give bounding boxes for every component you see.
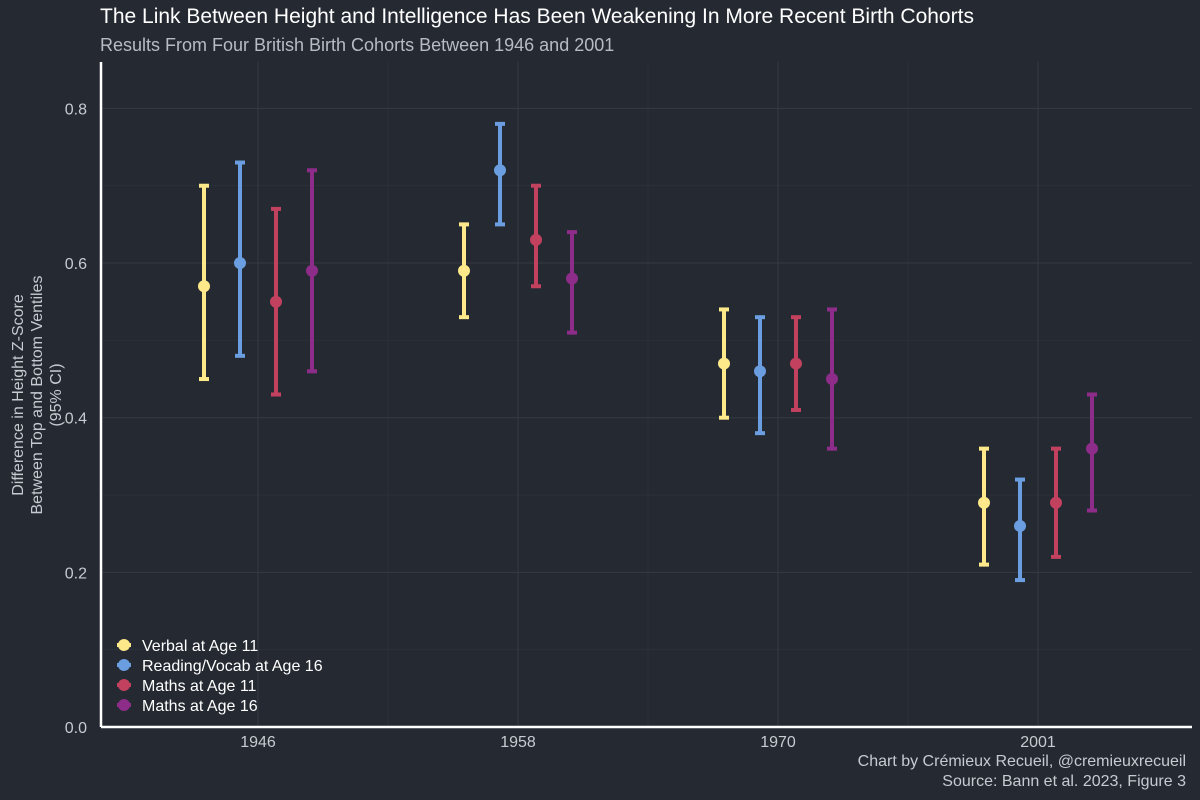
- legend-key-dot: [118, 679, 130, 691]
- data-point: [1050, 496, 1062, 509]
- y-tick-label: 0.2: [65, 565, 87, 582]
- y-tick-label: 0.0: [65, 720, 87, 737]
- x-tick-label: 2001: [1020, 734, 1056, 751]
- y-axis-title-line: (95% CI): [48, 363, 65, 426]
- series-reading-vocab-at-age-16: [234, 121, 1026, 583]
- x-tick-label: 1946: [240, 734, 276, 751]
- y-tick-label: 0.6: [65, 256, 87, 273]
- y-tick-label: 0.4: [65, 411, 87, 428]
- legend-label: Maths at Age 16: [142, 698, 258, 715]
- data-point: [270, 295, 282, 308]
- data-point: [458, 264, 470, 277]
- legend-key-dot: [118, 699, 130, 711]
- data-point: [826, 373, 838, 386]
- x-tick-label: 1958: [500, 734, 536, 751]
- chart-subtitle: Results From Four British Birth Cohorts …: [100, 35, 615, 55]
- data-point: [790, 357, 802, 370]
- data-point: [1014, 519, 1026, 532]
- y-tick-label: 0.8: [65, 101, 87, 118]
- y-axis-title-line: Difference in Height Z-Score: [10, 294, 27, 496]
- data-point: [306, 264, 318, 277]
- x-tick-label: 1970: [760, 734, 796, 751]
- data-point: [198, 280, 210, 293]
- data-point: [754, 365, 766, 378]
- caption-credit: Chart by Crémieux Recueil, @cremieuxrecu…: [857, 753, 1186, 770]
- data-point: [718, 357, 730, 370]
- axes: 0.0 0.2 0.4 0.6 0.8 1946 1958 1970 2001: [65, 62, 1192, 751]
- legend-label: Reading/Vocab at Age 16: [142, 658, 323, 675]
- legend-key-dot: [118, 659, 130, 671]
- data-point: [234, 257, 246, 270]
- legend: Verbal at Age 11 Reading/Vocab at Age 16 M…: [117, 638, 323, 715]
- series-verbal-at-age-11: [198, 183, 990, 567]
- data-point: [1086, 442, 1098, 455]
- data-series: [198, 121, 1098, 583]
- legend-label: Maths at Age 11: [142, 678, 257, 695]
- series-maths-at-age-11: [270, 183, 1062, 559]
- series-maths-at-age-16: [306, 168, 1098, 513]
- caption: Chart by Crémieux Recueil, @cremieuxrecu…: [858, 752, 1186, 792]
- data-point: [530, 233, 542, 246]
- data-point: [494, 164, 506, 177]
- grid-lines: [101, 62, 1192, 728]
- data-point: [978, 496, 990, 509]
- legend-key-dot: [118, 639, 130, 651]
- y-axis-title: Difference in Height Z-Score Between Top …: [10, 276, 65, 515]
- y-axis-title-line: Between Top and Bottom Ventiles: [29, 276, 46, 515]
- caption-source: Source: Bann et al. 2023, Figure 3: [942, 773, 1186, 790]
- data-point: [566, 272, 578, 285]
- legend-label: Verbal at Age 11: [142, 638, 258, 655]
- chart-title: The Link Between Height and Intelligence…: [100, 5, 974, 28]
